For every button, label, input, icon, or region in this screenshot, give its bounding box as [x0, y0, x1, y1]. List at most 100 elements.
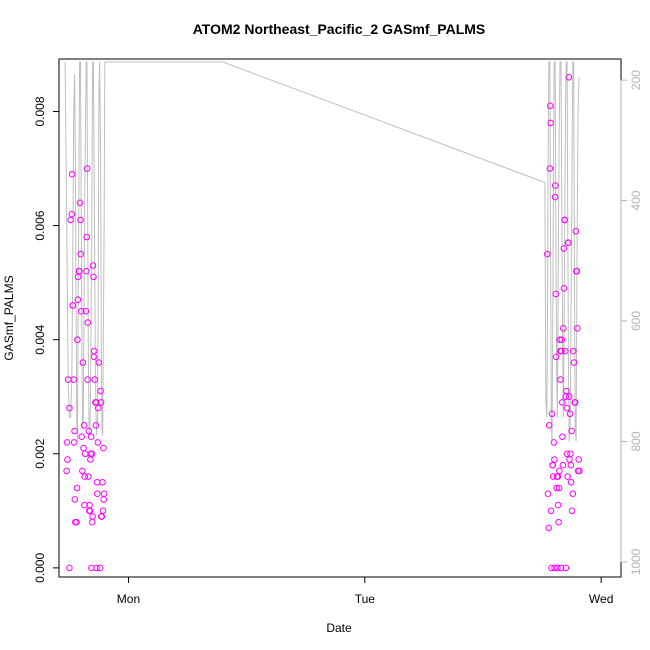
data-point	[544, 250, 551, 258]
data-point	[77, 216, 84, 224]
data-point	[567, 479, 575, 486]
data-point	[556, 467, 563, 475]
data-point	[573, 267, 581, 275]
data-point	[550, 439, 558, 446]
data-point	[564, 473, 571, 480]
data-point	[87, 456, 94, 463]
data-point	[93, 479, 101, 486]
data-point	[86, 507, 94, 515]
data-point	[78, 433, 85, 441]
data-point	[558, 347, 565, 355]
y-tick-label: 0.000	[33, 553, 47, 583]
data-point	[68, 170, 76, 178]
data-point	[563, 387, 570, 395]
data-point	[552, 353, 560, 361]
data-point	[555, 484, 563, 492]
data-point	[90, 273, 97, 281]
data-point	[570, 347, 577, 355]
data-point	[565, 239, 572, 246]
data-point	[552, 182, 559, 189]
data-point	[556, 336, 564, 344]
data-point	[63, 439, 71, 446]
y2-tick-label: 1000	[629, 548, 643, 575]
data-point	[549, 461, 557, 469]
data-point	[85, 473, 92, 480]
data-point	[554, 564, 561, 572]
depth-line-series	[64, 61, 580, 442]
data-point	[562, 564, 570, 572]
data-point	[565, 74, 573, 81]
data-point	[576, 467, 583, 475]
x-tick-label: Mon	[117, 592, 140, 606]
y2-tick-label: 800	[629, 431, 643, 451]
data-point	[87, 433, 95, 441]
data-point	[76, 199, 84, 207]
data-point	[551, 193, 559, 201]
scatter-series	[63, 74, 583, 572]
data-point	[70, 376, 77, 383]
data-point	[547, 119, 554, 127]
data-point	[81, 501, 88, 509]
data-point	[565, 393, 573, 401]
data-point	[82, 307, 90, 315]
data-point	[70, 439, 78, 446]
y2-axis: 200 400 600 800 1000	[620, 70, 643, 575]
depth-line	[64, 61, 580, 442]
data-point	[81, 450, 89, 458]
data-point	[551, 564, 558, 572]
data-point	[545, 422, 553, 429]
data-point	[546, 165, 554, 172]
data-point	[88, 450, 96, 458]
data-point	[89, 262, 97, 269]
data-point	[549, 473, 557, 480]
data-point	[66, 564, 73, 572]
data-point	[81, 473, 89, 480]
data-point	[97, 399, 105, 406]
data-point	[548, 410, 556, 418]
data-point	[73, 484, 81, 492]
data-point	[84, 319, 92, 326]
y2-tick-label: 600	[629, 311, 643, 331]
data-point	[100, 490, 108, 498]
data-point	[570, 359, 578, 366]
data-point	[96, 564, 104, 572]
data-point	[97, 387, 104, 395]
data-point	[91, 376, 98, 383]
data-point	[83, 267, 90, 275]
x-axis: Mon Tue Wed	[117, 576, 613, 606]
data-point	[68, 210, 76, 218]
data-point	[93, 564, 100, 572]
data-point	[73, 518, 80, 526]
data-point	[94, 490, 101, 498]
data-point	[563, 404, 571, 412]
data-point	[92, 422, 100, 429]
data-point	[545, 524, 553, 532]
y-tick-label: 0.002	[33, 438, 47, 468]
data-point	[574, 325, 581, 332]
data-point	[560, 245, 568, 252]
y-tick-label: 0.008	[33, 96, 47, 126]
data-point	[567, 450, 574, 458]
data-point	[547, 102, 554, 110]
data-point	[99, 479, 106, 486]
data-point	[567, 461, 575, 469]
data-point	[566, 410, 574, 418]
plot-area	[58, 58, 622, 578]
data-point	[552, 290, 560, 298]
data-point	[99, 507, 107, 515]
data-point	[559, 433, 566, 441]
data-point	[80, 422, 88, 429]
data-point	[94, 404, 102, 412]
x-tick-label: Tue	[355, 592, 376, 606]
data-point	[74, 296, 82, 304]
data-point	[568, 507, 576, 515]
data-point	[566, 456, 573, 463]
y2-tick-label: 200	[629, 70, 643, 90]
data-point	[89, 518, 96, 526]
data-point	[71, 496, 79, 503]
data-point	[76, 267, 83, 275]
data-point	[80, 444, 87, 452]
data-point	[79, 359, 87, 366]
data-point	[561, 216, 569, 224]
